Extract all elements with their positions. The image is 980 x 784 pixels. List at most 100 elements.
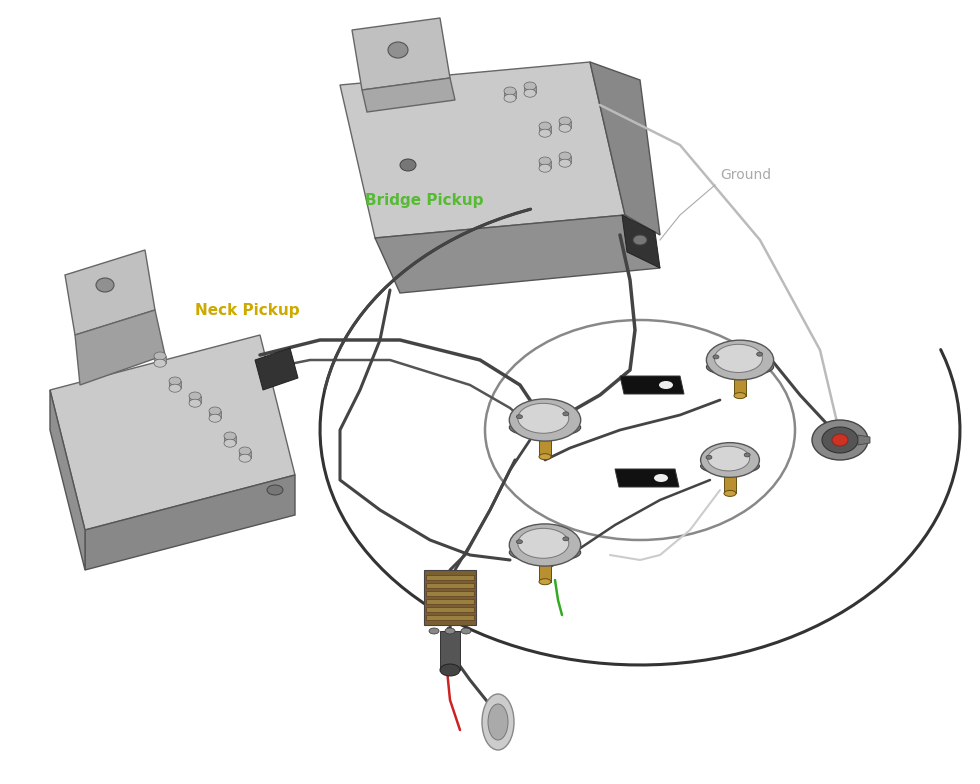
Polygon shape bbox=[375, 215, 660, 293]
Polygon shape bbox=[440, 631, 460, 670]
Ellipse shape bbox=[712, 355, 719, 359]
Ellipse shape bbox=[701, 459, 760, 474]
Ellipse shape bbox=[445, 628, 455, 634]
Polygon shape bbox=[362, 78, 455, 112]
Polygon shape bbox=[340, 62, 625, 238]
Ellipse shape bbox=[524, 82, 536, 90]
Polygon shape bbox=[424, 570, 476, 625]
Polygon shape bbox=[85, 475, 295, 570]
Ellipse shape bbox=[516, 539, 522, 544]
Ellipse shape bbox=[267, 485, 283, 495]
Ellipse shape bbox=[429, 628, 439, 634]
Ellipse shape bbox=[169, 384, 181, 392]
Ellipse shape bbox=[539, 579, 551, 585]
Ellipse shape bbox=[524, 89, 536, 97]
Polygon shape bbox=[50, 335, 295, 530]
Polygon shape bbox=[622, 215, 660, 268]
Ellipse shape bbox=[539, 122, 551, 130]
Ellipse shape bbox=[559, 159, 571, 167]
Ellipse shape bbox=[96, 278, 114, 292]
Polygon shape bbox=[539, 439, 551, 457]
Polygon shape bbox=[224, 436, 236, 443]
Ellipse shape bbox=[707, 358, 773, 376]
Ellipse shape bbox=[517, 403, 568, 434]
Ellipse shape bbox=[633, 235, 647, 245]
Polygon shape bbox=[426, 575, 474, 580]
Ellipse shape bbox=[812, 420, 868, 460]
Ellipse shape bbox=[706, 456, 711, 459]
Ellipse shape bbox=[239, 447, 251, 455]
Polygon shape bbox=[504, 91, 516, 98]
Ellipse shape bbox=[714, 344, 762, 372]
Ellipse shape bbox=[510, 543, 581, 562]
Ellipse shape bbox=[154, 352, 166, 360]
Ellipse shape bbox=[734, 393, 746, 398]
Polygon shape bbox=[620, 376, 684, 394]
Ellipse shape bbox=[209, 407, 221, 415]
Ellipse shape bbox=[224, 439, 236, 447]
Polygon shape bbox=[239, 451, 251, 458]
Polygon shape bbox=[426, 599, 474, 604]
Polygon shape bbox=[615, 469, 679, 487]
Ellipse shape bbox=[388, 42, 408, 58]
Ellipse shape bbox=[169, 377, 181, 385]
Ellipse shape bbox=[659, 381, 673, 389]
Text: Ground: Ground bbox=[720, 168, 771, 182]
Polygon shape bbox=[858, 435, 870, 445]
Ellipse shape bbox=[482, 694, 514, 750]
Ellipse shape bbox=[400, 159, 416, 171]
Polygon shape bbox=[255, 348, 298, 390]
Ellipse shape bbox=[744, 453, 750, 457]
Ellipse shape bbox=[654, 474, 668, 482]
Polygon shape bbox=[426, 591, 474, 596]
Ellipse shape bbox=[209, 414, 221, 423]
Polygon shape bbox=[539, 161, 551, 169]
Ellipse shape bbox=[707, 340, 773, 379]
Polygon shape bbox=[426, 583, 474, 588]
Ellipse shape bbox=[539, 129, 551, 137]
Polygon shape bbox=[50, 390, 85, 570]
Polygon shape bbox=[189, 396, 201, 403]
Ellipse shape bbox=[488, 704, 508, 740]
Text: Bridge Pickup: Bridge Pickup bbox=[365, 193, 483, 208]
Ellipse shape bbox=[563, 537, 568, 541]
Ellipse shape bbox=[724, 491, 736, 496]
Polygon shape bbox=[559, 121, 571, 129]
Polygon shape bbox=[426, 607, 474, 612]
Ellipse shape bbox=[757, 352, 762, 356]
Ellipse shape bbox=[563, 412, 568, 416]
Polygon shape bbox=[426, 615, 474, 620]
Ellipse shape bbox=[559, 152, 571, 160]
Polygon shape bbox=[169, 381, 181, 388]
Ellipse shape bbox=[189, 399, 201, 407]
Ellipse shape bbox=[189, 392, 201, 400]
Polygon shape bbox=[734, 378, 746, 396]
Ellipse shape bbox=[559, 124, 571, 132]
Ellipse shape bbox=[510, 418, 581, 437]
Ellipse shape bbox=[708, 446, 750, 471]
Ellipse shape bbox=[224, 432, 236, 440]
Polygon shape bbox=[65, 250, 155, 335]
Polygon shape bbox=[352, 18, 450, 90]
Ellipse shape bbox=[239, 454, 251, 463]
Ellipse shape bbox=[461, 628, 471, 634]
Polygon shape bbox=[209, 411, 221, 418]
Ellipse shape bbox=[440, 664, 460, 676]
Ellipse shape bbox=[539, 164, 551, 172]
Ellipse shape bbox=[539, 157, 551, 165]
Polygon shape bbox=[524, 86, 536, 93]
Polygon shape bbox=[75, 310, 165, 385]
Ellipse shape bbox=[559, 117, 571, 125]
Ellipse shape bbox=[510, 399, 581, 441]
Polygon shape bbox=[539, 564, 551, 582]
Polygon shape bbox=[539, 126, 551, 133]
Polygon shape bbox=[154, 356, 166, 363]
Ellipse shape bbox=[517, 528, 568, 558]
Ellipse shape bbox=[154, 359, 166, 367]
Text: Neck Pickup: Neck Pickup bbox=[195, 303, 300, 318]
Ellipse shape bbox=[510, 524, 581, 566]
Polygon shape bbox=[559, 156, 571, 163]
Polygon shape bbox=[724, 475, 736, 493]
Ellipse shape bbox=[539, 454, 551, 459]
Ellipse shape bbox=[516, 415, 522, 419]
